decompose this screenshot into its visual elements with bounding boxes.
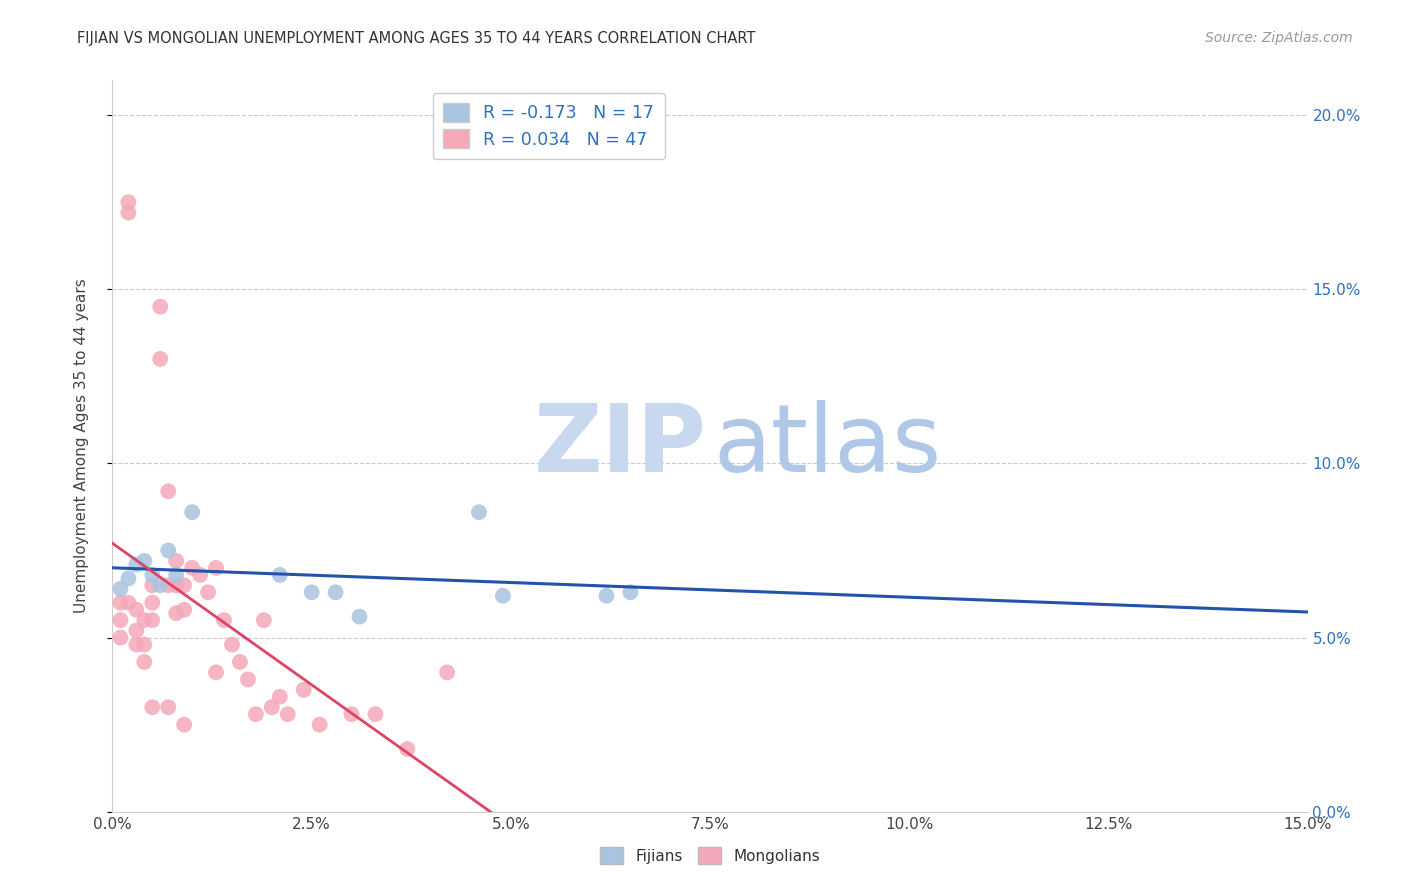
Point [149,578,172,592]
Text: FIJIAN VS MONGOLIAN UNEMPLOYMENT AMONG AGES 35 TO 44 YEARS CORRELATION CHART: FIJIAN VS MONGOLIAN UNEMPLOYMENT AMONG A… [77,31,755,46]
Point [134,638,156,652]
Point [260,700,283,714]
Point [125,624,148,638]
Point [157,700,180,714]
Point [117,571,139,585]
Point [236,673,259,687]
Point [165,606,187,620]
Point [117,596,139,610]
Point [492,589,515,603]
Point [197,585,219,599]
Point [205,561,228,575]
Point [173,578,195,592]
Point [110,582,132,596]
Point [245,707,267,722]
Text: Source: ZipAtlas.com: Source: ZipAtlas.com [1205,31,1353,45]
Point [468,505,491,519]
Text: ZIP: ZIP [533,400,706,492]
Point [157,543,180,558]
Point [110,596,132,610]
Point [188,567,211,582]
Point [157,484,180,499]
Point [253,613,276,627]
Point [292,682,315,697]
Point [396,742,419,756]
Point [165,567,187,582]
Point [141,700,163,714]
Point [141,596,163,610]
Legend: Fijians, Mongolians: Fijians, Mongolians [595,841,825,870]
Point [149,351,172,366]
Point [340,707,363,722]
Point [134,655,156,669]
Point [110,631,132,645]
Point [141,567,163,582]
Point [364,707,387,722]
Point [221,638,243,652]
Point [349,609,371,624]
Point [181,561,204,575]
Point [117,195,139,210]
Point [173,717,195,731]
Point [181,505,204,519]
Point [325,585,347,599]
Point [619,585,641,599]
Point [229,655,252,669]
Y-axis label: Unemployment Among Ages 35 to 44 years: Unemployment Among Ages 35 to 44 years [75,278,89,614]
Point [165,578,187,592]
Text: atlas: atlas [714,400,942,492]
Point [277,707,299,722]
Point [595,589,617,603]
Point [301,585,323,599]
Point [110,613,132,627]
Point [117,205,139,219]
Point [173,603,195,617]
Point [269,690,291,704]
Point [269,567,291,582]
Point [134,554,156,568]
Point [308,717,330,731]
Point [125,603,148,617]
Point [165,554,187,568]
Point [125,558,148,572]
Point [205,665,228,680]
Point [157,578,180,592]
Point [149,300,172,314]
Point [436,665,458,680]
Point [125,638,148,652]
Point [141,613,163,627]
Point [212,613,235,627]
Point [134,613,156,627]
Point [141,578,163,592]
